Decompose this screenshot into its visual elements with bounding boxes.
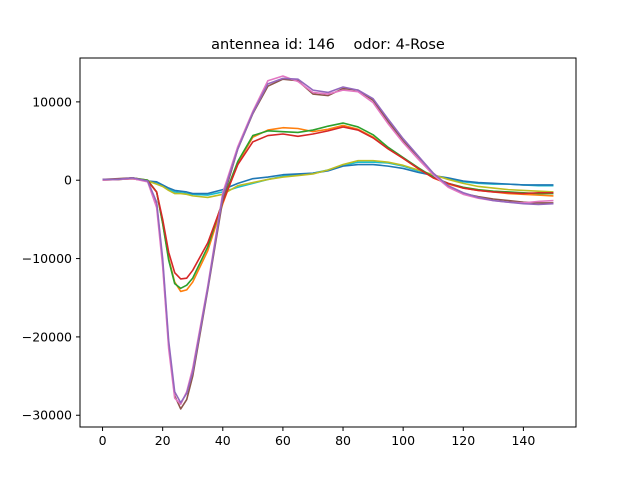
x-tick-label: 0 [99, 433, 107, 448]
series-line-6 [102, 126, 554, 280]
series-line-9 [102, 77, 554, 404]
chart-title: antennea id: 146 odor: 4-Rose [211, 37, 445, 53]
x-tick-label: 80 [335, 433, 351, 448]
x-tick-label: 40 [215, 433, 231, 448]
series-layer [102, 75, 554, 410]
axes-ticks: 0 20 40 60 80 100 120 140 −30000 −20000 −10000 0 100… [22, 94, 536, 448]
x-tick-label: 120 [451, 433, 475, 448]
y-tick-label: 0 [64, 173, 72, 188]
y-tick-label: −30000 [22, 408, 72, 423]
x-tick-label: 140 [511, 433, 535, 448]
x-tick-label: 100 [391, 433, 415, 448]
y-tick-label: 10000 [32, 94, 72, 109]
y-tick-label: −20000 [22, 329, 72, 344]
series-line-3 [102, 159, 554, 199]
plot-frame [79, 57, 577, 428]
x-tick-label: 60 [275, 433, 291, 448]
y-tick-label: −10000 [22, 251, 72, 266]
x-tick-label: 20 [155, 433, 171, 448]
series-line-2 [102, 163, 554, 195]
